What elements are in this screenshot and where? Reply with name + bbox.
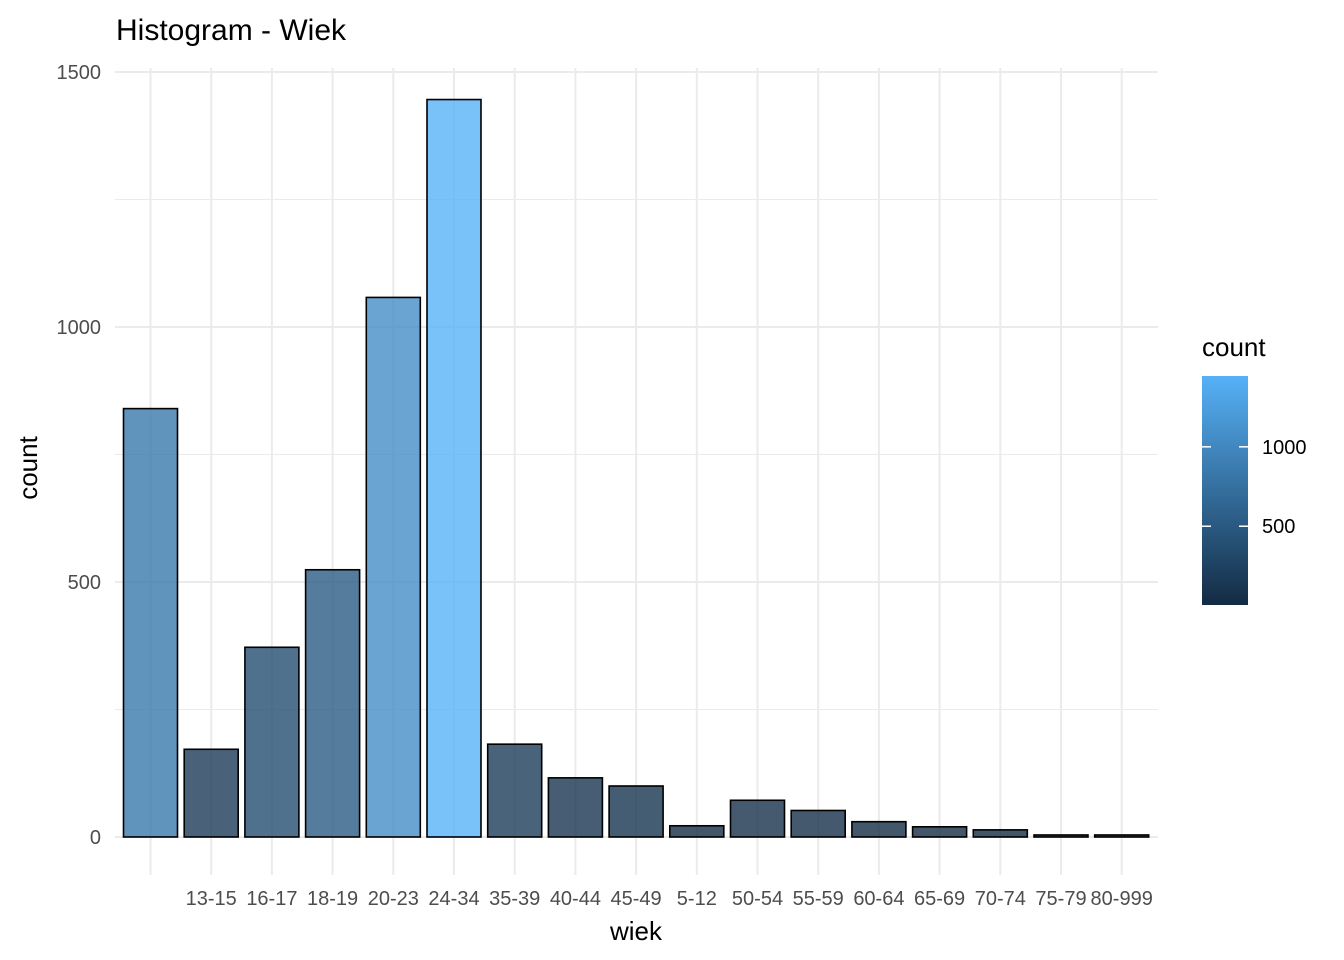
x-tick-label: 45-49 <box>611 888 662 910</box>
y-tick-label: 1500 <box>57 62 102 84</box>
legend-label: 500 <box>1262 516 1295 538</box>
bar <box>972 829 1029 838</box>
legend: count 500 1000 <box>1202 332 1307 605</box>
x-tick-label: 80-999 <box>1091 888 1153 910</box>
x-tick-label: 75-79 <box>1035 888 1086 910</box>
bars <box>122 98 1150 838</box>
bar <box>1033 834 1089 838</box>
y-tick-label: 1000 <box>57 317 102 339</box>
bar <box>486 743 543 838</box>
legend-ticks: 500 1000 <box>1202 437 1307 538</box>
bar <box>851 820 907 838</box>
x-tick-label: 70-74 <box>975 888 1026 910</box>
legend-title: count <box>1202 332 1266 362</box>
y-axis-title: count <box>13 435 43 499</box>
bar <box>183 748 239 838</box>
x-tick-label: 18-19 <box>307 888 358 910</box>
bar <box>426 98 482 838</box>
bar <box>911 825 968 838</box>
bar <box>244 646 300 838</box>
bar <box>668 824 725 838</box>
bar <box>1093 834 1150 838</box>
x-tick-label: 16-17 <box>246 888 297 910</box>
x-tick-label: 60-64 <box>853 888 904 910</box>
x-axis-tick-labels: 13-15 16-17 18-19 20-23 24-34 35-39 40-44 45-49… <box>186 888 1153 910</box>
x-tick-label: 5-12 <box>677 888 717 910</box>
bar <box>365 296 422 838</box>
y-tick-label: 500 <box>68 572 101 594</box>
x-tick-label: 65-69 <box>914 888 965 910</box>
x-tick-label: 55-59 <box>793 888 844 910</box>
legend-label: 1000 <box>1262 437 1307 459</box>
y-tick-label: 0 <box>90 827 101 849</box>
bar <box>122 407 179 838</box>
x-tick-label: 40-44 <box>550 888 601 910</box>
x-tick-label: 24-34 <box>428 888 479 910</box>
x-tick-label: 13-15 <box>186 888 237 910</box>
x-tick-label: 35-39 <box>489 888 540 910</box>
bar <box>790 809 847 838</box>
bar <box>547 777 604 838</box>
y-axis-tick-labels: 0 500 1000 1500 <box>57 62 102 849</box>
bar <box>608 785 664 838</box>
bar <box>729 799 786 838</box>
bar <box>304 568 361 838</box>
x-tick-label: 50-54 <box>732 888 783 910</box>
legend-colorbar <box>1202 376 1248 605</box>
x-axis-title: wiek <box>609 916 663 946</box>
x-tick-label: 20-23 <box>368 888 419 910</box>
chart-title: Histogram - Wiek <box>116 14 347 47</box>
